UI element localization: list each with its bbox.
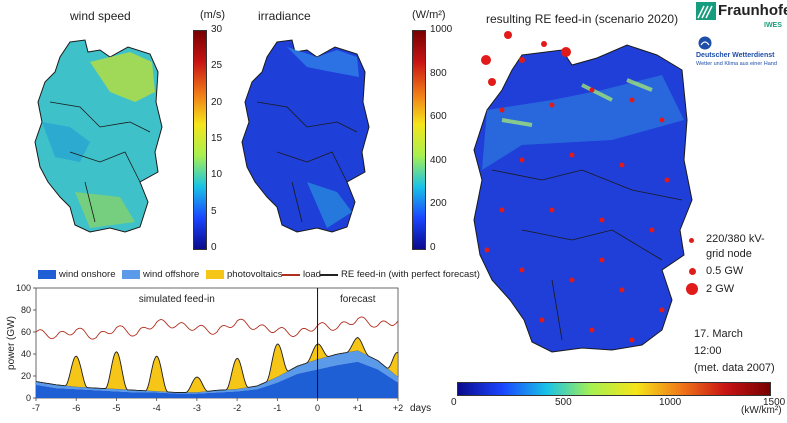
load-line <box>35 316 399 340</box>
x-tick-label: +1 <box>353 403 363 413</box>
x-tick-label: 0 <box>315 403 320 413</box>
feedin-title: resulting RE feed-in (scenario 2020) <box>486 12 679 26</box>
fraunhofer-logo-icon <box>696 2 716 20</box>
irradiance-colorbar-tick: 600 <box>430 111 447 123</box>
y-tick-label: 60 <box>21 327 31 337</box>
wind-onshore-area <box>36 361 398 398</box>
re-feedin-line <box>35 336 399 393</box>
legend-pv: photovoltaics <box>206 269 282 280</box>
wind-colorbar-tick: 5 <box>211 205 217 217</box>
x-tick-label: -2 <box>233 403 241 413</box>
fraunhofer-wordmark: Fraunhofer <box>718 2 787 19</box>
legend-wind-onshore: wind onshore <box>38 269 116 280</box>
y-axis-label: power (GW) <box>6 316 17 370</box>
legend-wind-onshore-label: wind onshore <box>59 269 116 280</box>
wind-colorbar-tick: 0 <box>211 242 217 253</box>
wind-colorbar <box>193 30 207 250</box>
wind-speed-map <box>34 39 163 233</box>
legend-load-label: load <box>303 269 321 280</box>
snapshot-date: 17. March <box>694 328 743 340</box>
irradiance-colorbar-tick: 0 <box>430 242 436 253</box>
feedin-colorbar <box>457 382 771 396</box>
irradiance-map <box>241 39 370 233</box>
node-legend-label-2: grid node <box>706 248 752 260</box>
irradiance-unit: (W/m²) <box>412 9 446 21</box>
half-gw-label: 0.5 GW <box>706 265 744 277</box>
irradiance-colorbar-tick: 200 <box>430 198 447 210</box>
wind-colorbar-tick: 15 <box>211 133 223 144</box>
snapshot-time: 12:00 <box>694 345 722 357</box>
wind-colorbar-tick: 25 <box>211 60 223 72</box>
iwes-label: IWES <box>764 22 782 29</box>
dwd-wordmark: Deutscher Wetterdienst <box>696 52 775 59</box>
irradiance-colorbar-tick: 1000 <box>430 24 453 35</box>
legend-wind-offshore: wind offshore <box>122 269 199 280</box>
feedin-colorbar-tick: 500 <box>555 397 572 408</box>
x-tick-label: -4 <box>153 403 161 413</box>
x-axis-label: days <box>410 403 431 414</box>
wind-colorbar-tick: 30 <box>211 24 223 35</box>
feed-in-timeseries-chart: 0 20 40 60 80 100 -7 -6 -5 -4 -3 -2 -1 0 +1 +2 days power… <box>6 283 431 414</box>
feedin-map <box>473 31 693 353</box>
y-tick-label: 80 <box>21 305 31 315</box>
x-tick-label: -6 <box>72 403 80 413</box>
feedin-unit: (kW/km²) <box>741 405 782 416</box>
y-tick-label: 40 <box>21 349 31 359</box>
legend-load-swatch <box>282 273 300 276</box>
x-tick-label: -1 <box>273 403 281 413</box>
y-tick-label: 0 <box>26 393 31 403</box>
y-tick-label: 100 <box>16 283 31 293</box>
legend-wind-offshore-swatch <box>122 270 140 279</box>
wind-offshore-area <box>36 350 398 394</box>
wind-colorbar-tick: 20 <box>211 96 223 108</box>
feedin-colorbar-tick: 1000 <box>659 397 682 408</box>
x-tick-label: -3 <box>193 403 201 413</box>
legend-pv-label: photovoltaics <box>227 269 283 280</box>
legend-pv-swatch <box>206 270 224 279</box>
y-tick-label: 20 <box>21 371 31 381</box>
irradiance-colorbar-tick: 800 <box>430 67 447 79</box>
wind-speed-title: wind speed <box>70 9 131 23</box>
legend-load: load <box>282 269 321 280</box>
legend-re-swatch <box>320 273 338 276</box>
two-gw-marker-icon <box>686 283 698 295</box>
half-gw-marker-icon <box>689 268 696 275</box>
two-gw-label: 2 GW <box>706 283 735 295</box>
x-tick-label: +2 <box>393 403 403 413</box>
legend-re: RE feed-in (with perfect forecast) <box>320 269 480 280</box>
irradiance-colorbar <box>412 30 426 250</box>
feedin-colorbar-tick: 1500 <box>763 397 786 408</box>
annotation-simulated: simulated feed-in <box>139 294 215 305</box>
node-legend-label-1: 220/380 kV- <box>706 233 765 245</box>
wind-speed-unit: (m/s) <box>200 9 226 21</box>
irradiance-title: irradiance <box>258 9 311 23</box>
legend-wind-offshore-label: wind offshore <box>143 269 200 280</box>
irradiance-colorbar-tick: 400 <box>430 154 447 166</box>
annotation-forecast: forecast <box>340 294 376 305</box>
x-tick-label: -7 <box>32 403 40 413</box>
node-marker-icon <box>689 238 694 243</box>
snapshot-note: (met. data 2007) <box>694 362 775 374</box>
feedin-colorbar-tick: 0 <box>451 397 457 408</box>
legend-re-label: RE feed-in (with perfect forecast) <box>341 269 480 280</box>
legend-wind-onshore-swatch <box>38 270 56 279</box>
wind-colorbar-tick: 10 <box>211 169 223 181</box>
x-tick-label: -5 <box>112 403 120 413</box>
dwd-tagline: Wetter und Klima aus einer Hand <box>696 61 777 67</box>
dwd-logo-icon <box>698 36 712 50</box>
